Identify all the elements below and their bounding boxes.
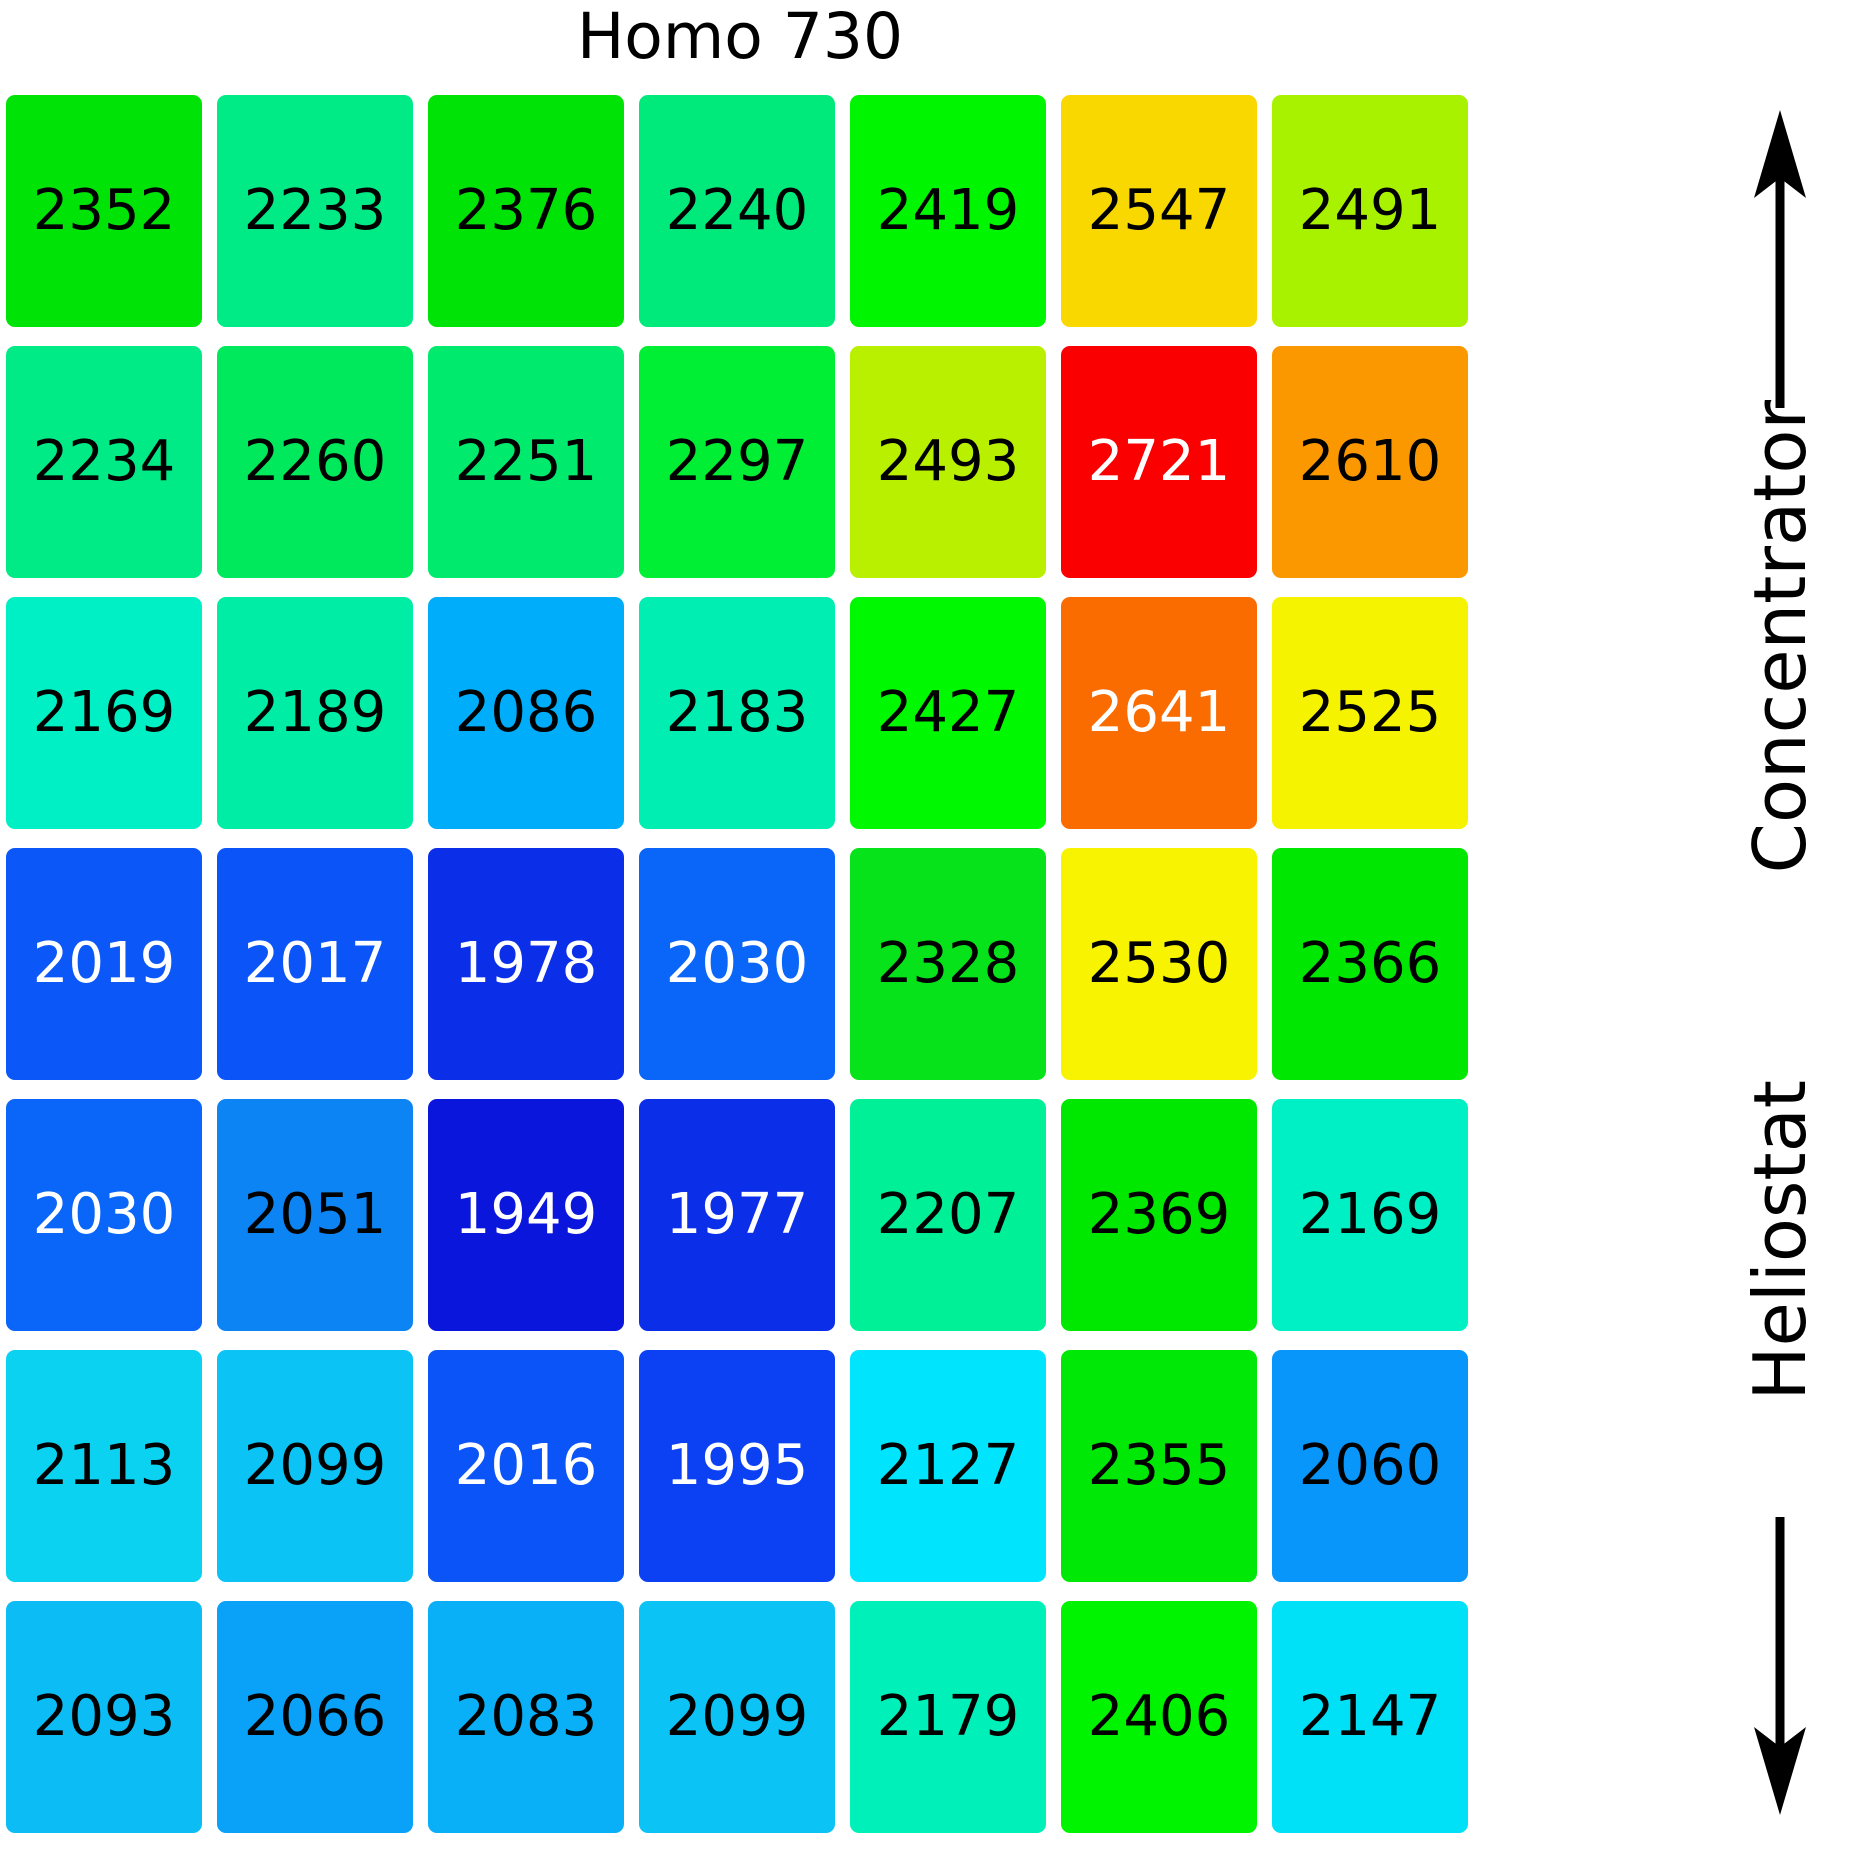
right-axis-rail: Concentrator Heliostat	[1700, 0, 1859, 1853]
heatmap-cell: 2183	[639, 597, 835, 829]
heatmap-cell: 2240	[639, 95, 835, 327]
heatmap-cell: 2366	[1272, 848, 1468, 1080]
heatmap-cell: 2099	[217, 1350, 413, 1582]
heatmap-cell: 2530	[1061, 848, 1257, 1080]
heatmap-cell: 2207	[850, 1099, 1046, 1331]
concentrator-axis-label: Concentrator	[1737, 400, 1822, 874]
heatmap-cell: 2017	[217, 848, 413, 1080]
heatmap-cell: 1977	[639, 1099, 835, 1331]
heatmap-cell: 2113	[6, 1350, 202, 1582]
heatmap-cell: 2641	[1061, 597, 1257, 829]
arrow-up-icon	[1753, 110, 1806, 408]
heatmap-cell: 2376	[428, 95, 624, 327]
heatmap-cell: 2066	[217, 1601, 413, 1833]
heatmap-cell: 2352	[6, 95, 202, 327]
heatmap-cell: 2491	[1272, 95, 1468, 327]
heatmap-cell: 2427	[850, 597, 1046, 829]
heatmap-cell: 2099	[639, 1601, 835, 1833]
heatmap-cell: 2721	[1061, 346, 1257, 578]
heatmap-cell: 2060	[1272, 1350, 1468, 1582]
heatmap-cell: 2169	[6, 597, 202, 829]
heatmap-cell: 2093	[6, 1601, 202, 1833]
heatmap-cell: 2016	[428, 1350, 624, 1582]
heatmap-cell: 2179	[850, 1601, 1046, 1833]
heatmap-cell: 2493	[850, 346, 1046, 578]
heatmap-cell: 2328	[850, 848, 1046, 1080]
heatmap-cell: 1949	[428, 1099, 624, 1331]
heatmap-cell: 2189	[217, 597, 413, 829]
heatmap-cell: 2419	[850, 95, 1046, 327]
heatmap-cell: 2051	[217, 1099, 413, 1331]
heatmap-cell: 2233	[217, 95, 413, 327]
heatmap-grid: 2352 2233 2376 2240 2419 2547 2491 2234 2260 2251…	[6, 95, 1468, 1833]
heatmap-cell: 2127	[850, 1350, 1046, 1582]
heatmap-cell: 2406	[1061, 1601, 1257, 1833]
heatmap-cell: 1978	[428, 848, 624, 1080]
heatmap-cell: 2086	[428, 597, 624, 829]
heatmap-cell: 2369	[1061, 1099, 1257, 1331]
heatmap-cell: 2251	[428, 346, 624, 578]
heatmap-cell: 2083	[428, 1601, 624, 1833]
heliostat-axis-label: Heliostat	[1737, 1080, 1822, 1401]
heatmap-cell: 2234	[6, 346, 202, 578]
heatmap-cell: 2030	[639, 848, 835, 1080]
heatmap-cell: 2525	[1272, 597, 1468, 829]
heatmap-cell: 2019	[6, 848, 202, 1080]
heatmap-cell: 2030	[6, 1099, 202, 1331]
arrow-down-icon	[1753, 1517, 1806, 1815]
heatmap-cell: 2147	[1272, 1601, 1468, 1833]
heatmap-cell: 2260	[217, 346, 413, 578]
chart-title: Homo 730	[576, 0, 904, 73]
heatmap-cell: 1995	[639, 1350, 835, 1582]
heatmap-cell: 2547	[1061, 95, 1257, 327]
heatmap-cell: 2610	[1272, 346, 1468, 578]
heatmap-cell: 2355	[1061, 1350, 1257, 1582]
heatmap-cell: 2169	[1272, 1099, 1468, 1331]
heatmap-cell: 2297	[639, 346, 835, 578]
